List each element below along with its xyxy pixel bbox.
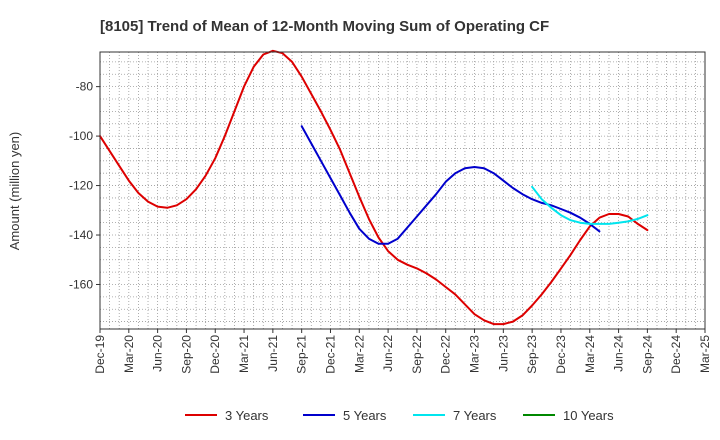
legend: 3 Years 5 Years 7 Years 10 Years bbox=[185, 408, 614, 423]
x-tick-label: Jun-24 bbox=[612, 335, 626, 372]
x-tick-label: Sep-24 bbox=[640, 335, 654, 374]
chart-title: [8105] Trend of Mean of 12-Month Moving … bbox=[100, 18, 549, 35]
x-tick-label: Dec-24 bbox=[669, 335, 683, 374]
x-tick-label: Sep-20 bbox=[179, 335, 193, 374]
series-line-5-years bbox=[300, 125, 601, 245]
grid-lines bbox=[100, 52, 705, 329]
x-tick-label: Mar-22 bbox=[352, 335, 366, 373]
x-tick-label: Mar-20 bbox=[122, 335, 136, 373]
x-tick-label: Jun-20 bbox=[151, 335, 165, 372]
x-tick-label: Dec-22 bbox=[439, 335, 453, 374]
x-tick-label: Sep-21 bbox=[295, 335, 309, 374]
x-tick-label: Dec-21 bbox=[323, 335, 337, 374]
y-tick-label: -120 bbox=[69, 179, 93, 193]
x-tick-label: Dec-19 bbox=[93, 335, 107, 374]
y-tick-label: -160 bbox=[69, 277, 93, 291]
legend-label-3-years: 3 Years bbox=[225, 408, 269, 423]
x-tick-label: Mar-21 bbox=[237, 335, 251, 373]
y-tick-label: -100 bbox=[69, 129, 93, 143]
x-tick-label: Jun-23 bbox=[496, 335, 510, 372]
x-axis-ticks: Dec-19 Mar-20 Jun-20 Sep-20 Dec-20 Mar-21 Jun-… bbox=[93, 329, 712, 374]
x-tick-label: Sep-22 bbox=[410, 335, 424, 374]
legend-label-5-years: 5 Years bbox=[343, 408, 387, 423]
x-tick-label: Sep-23 bbox=[525, 335, 539, 374]
series-lines bbox=[99, 49, 649, 326]
x-tick-label: Jun-21 bbox=[266, 335, 280, 372]
x-tick-label: Jun-22 bbox=[381, 335, 395, 372]
series-line-3-years bbox=[99, 49, 649, 326]
x-tick-label: Mar-23 bbox=[468, 335, 482, 373]
y-tick-label: -80 bbox=[76, 80, 94, 94]
legend-label-10-years: 10 Years bbox=[563, 408, 614, 423]
x-tick-label: Mar-24 bbox=[583, 335, 597, 373]
y-axis-ticks: -80 -100 -120 -140 -160 bbox=[69, 80, 100, 291]
legend-label-7-years: 7 Years bbox=[453, 408, 497, 423]
x-tick-label: Dec-23 bbox=[554, 335, 568, 374]
plot-area-border bbox=[99, 51, 706, 330]
series-line-7-years bbox=[531, 185, 649, 225]
x-tick-label: Mar-25 bbox=[698, 335, 712, 373]
y-tick-label: -140 bbox=[69, 228, 93, 242]
x-tick-label: Dec-20 bbox=[208, 335, 222, 374]
y-axis-label: Amount (million yen) bbox=[7, 132, 22, 251]
